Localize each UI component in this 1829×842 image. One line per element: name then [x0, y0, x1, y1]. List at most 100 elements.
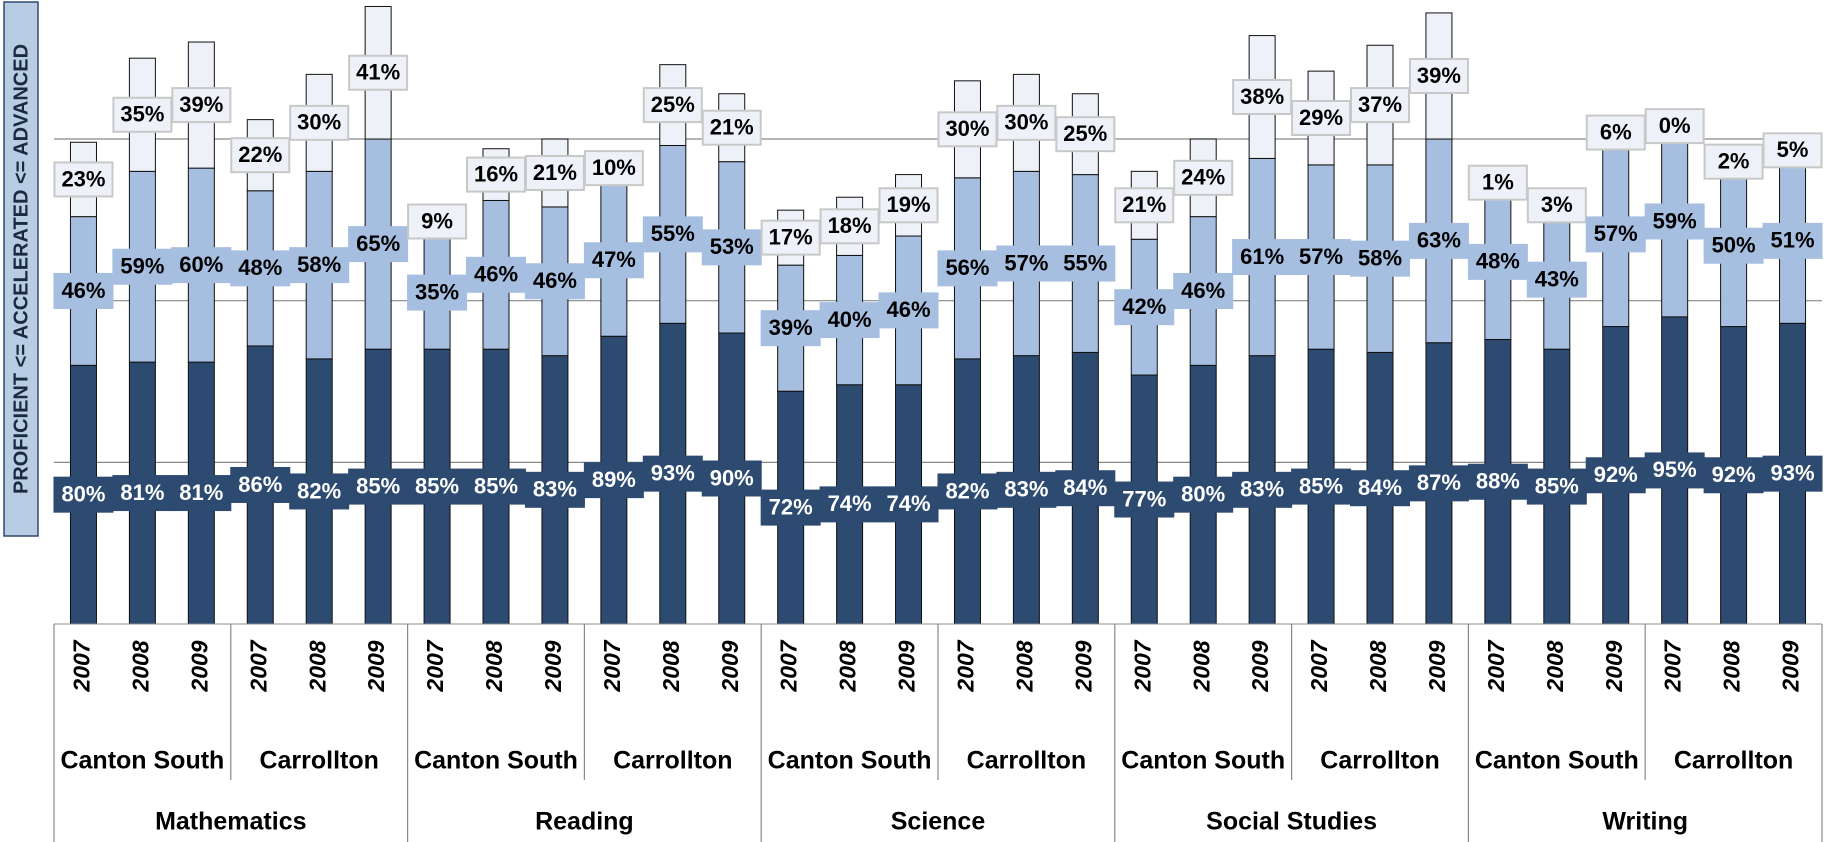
value-label-box	[1350, 240, 1410, 277]
value-label-box	[1644, 203, 1705, 240]
value-label-box	[583, 242, 644, 279]
value-label-box	[289, 473, 350, 510]
value-label: 29%	[1299, 105, 1343, 130]
value-label-box	[996, 471, 1057, 508]
value-label-box	[407, 203, 468, 240]
value-label: 30%	[297, 110, 341, 135]
value-label: 22%	[238, 142, 282, 167]
value-label: 85%	[474, 473, 518, 498]
x-tick-label: 2008	[835, 640, 861, 692]
value-label-box	[1703, 227, 1764, 264]
value-label-box	[53, 476, 114, 513]
x-tick-label: 2008	[481, 640, 507, 692]
value-label: 53%	[710, 234, 754, 259]
value-label: 58%	[1358, 245, 1402, 270]
value-label: 51%	[1771, 228, 1815, 253]
x-tick-label: 2007	[599, 639, 625, 692]
school-label: Canton South	[1121, 747, 1285, 775]
value-label: 60%	[179, 252, 223, 277]
value-label-box	[878, 292, 939, 329]
value-label-box	[171, 87, 232, 124]
value-label-box	[289, 247, 350, 284]
value-label: 86%	[238, 472, 282, 497]
value-label: 85%	[1535, 473, 1579, 498]
value-label: 88%	[1476, 469, 1520, 494]
value-label: 85%	[356, 473, 400, 498]
value-label-box	[701, 109, 762, 146]
value-label: 23%	[61, 166, 105, 191]
x-tick-label: 2007	[1483, 639, 1509, 692]
value-label-box	[1585, 457, 1646, 494]
value-label-box	[230, 137, 291, 174]
x-tick-label: 2007	[1660, 639, 1686, 692]
value-label-box	[583, 462, 644, 499]
value-label: 80%	[61, 481, 105, 506]
value-label-box	[1762, 455, 1823, 492]
value-label-box	[112, 248, 173, 285]
value-label-box	[407, 468, 468, 505]
school-label: Carrollton	[1674, 747, 1793, 775]
value-label-box	[1408, 57, 1469, 94]
x-tick-label: 2008	[1719, 640, 1745, 692]
value-label-box	[701, 460, 762, 497]
value-label-box	[171, 247, 232, 284]
value-label-box	[1526, 468, 1587, 505]
x-tick-label: 2007	[1306, 639, 1332, 692]
value-label: 41%	[356, 60, 400, 85]
value-label: 38%	[1240, 84, 1284, 109]
value-label: 43%	[1535, 266, 1579, 291]
value-label-box	[583, 150, 644, 187]
x-tick-label: 2008	[1542, 640, 1568, 692]
school-label: Carrollton	[1320, 747, 1439, 775]
value-label-box	[760, 489, 821, 526]
value-label: 84%	[1063, 475, 1107, 500]
value-label-box	[289, 104, 350, 141]
school-label: Canton South	[414, 747, 578, 775]
value-label: 55%	[651, 221, 695, 246]
value-label-box	[819, 486, 880, 523]
value-label-box	[1644, 452, 1705, 489]
value-label-box	[937, 250, 998, 287]
x-tick-label: 2009	[186, 640, 212, 692]
value-label: 21%	[710, 115, 754, 140]
value-label: 57%	[1594, 221, 1638, 246]
value-label-box	[1703, 457, 1764, 494]
value-label-box	[1350, 87, 1410, 124]
value-label: 59%	[1653, 208, 1697, 233]
x-tick-label: 2009	[363, 640, 389, 692]
value-label: 89%	[592, 467, 636, 492]
value-label: 46%	[887, 297, 931, 322]
subject-label: Mathematics	[155, 808, 306, 836]
value-label: 87%	[1417, 470, 1461, 495]
value-label-box	[1467, 463, 1528, 500]
value-label-box	[348, 226, 409, 263]
value-label: 65%	[356, 231, 400, 256]
value-label: 1%	[1482, 169, 1514, 194]
value-label: 39%	[769, 315, 813, 340]
value-label: 92%	[1594, 462, 1638, 487]
value-label-box	[1055, 245, 1116, 282]
value-label: 95%	[1653, 457, 1697, 482]
value-label: 59%	[120, 254, 164, 279]
value-label: 21%	[1122, 192, 1166, 217]
value-label-box	[937, 473, 998, 510]
x-tick-label: 2009	[1070, 640, 1096, 692]
value-label: 83%	[1240, 477, 1284, 502]
x-tick-label: 2009	[717, 640, 743, 692]
value-label: 46%	[61, 278, 105, 303]
x-tick-label: 2009	[1778, 640, 1804, 692]
value-label: 92%	[1712, 462, 1756, 487]
value-label-box	[53, 161, 114, 198]
value-label-box	[1585, 114, 1646, 151]
value-label-box	[524, 263, 585, 300]
value-label: 37%	[1358, 92, 1402, 117]
value-label: 74%	[887, 491, 931, 516]
value-label-box	[760, 219, 821, 256]
value-label: 84%	[1358, 475, 1402, 500]
value-label: 19%	[887, 192, 931, 217]
value-label-box	[53, 272, 114, 309]
value-label-box	[1173, 272, 1234, 309]
x-tick-label: 2009	[1424, 640, 1450, 692]
